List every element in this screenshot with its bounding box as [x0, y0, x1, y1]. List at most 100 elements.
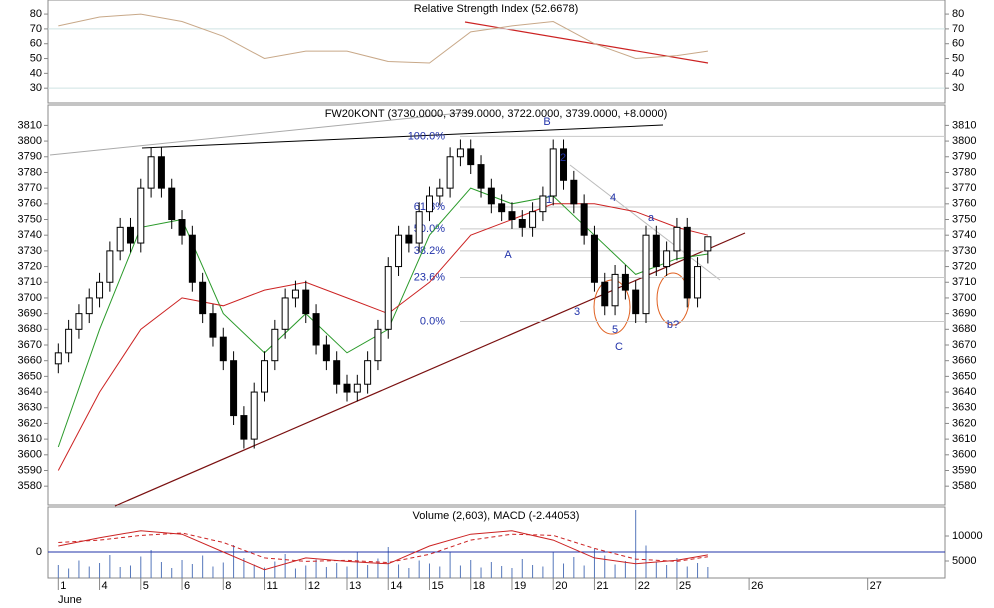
panel-title: FW20KONT (3730.0000, 3739.0000, 3722.000… — [325, 108, 668, 120]
candle-body — [364, 360, 372, 385]
candle-body — [549, 148, 557, 197]
trendline — [141, 124, 664, 149]
y-tick-label: 3590 — [952, 464, 976, 476]
x-tick-label: 18 — [473, 580, 485, 592]
x-tick-label: 26 — [751, 580, 763, 592]
y-tick-label: 40 — [952, 67, 964, 79]
candle-body — [322, 344, 330, 362]
y-tick-label: 3810 — [18, 119, 42, 131]
macd-line — [58, 532, 708, 564]
wave-label: 4 — [610, 192, 616, 204]
candle-body — [570, 179, 578, 205]
y-tick-label: 3760 — [18, 198, 42, 210]
y-tick-label: 3770 — [18, 182, 42, 194]
y-tick-label: 3580 — [18, 480, 42, 492]
wave-label: b? — [667, 319, 679, 331]
x-tick-label: 15 — [431, 580, 443, 592]
y-tick-label: 3740 — [952, 229, 976, 241]
x-tick-label: 1 — [60, 580, 66, 592]
candle-body — [663, 250, 671, 268]
candle-body — [436, 187, 444, 197]
y-tick-label: 30 — [30, 82, 42, 94]
candle-body — [75, 313, 83, 330]
y-tick-label: 3680 — [952, 323, 976, 335]
price-panel — [47, 104, 946, 506]
candle-body — [250, 391, 258, 440]
candle-body — [477, 164, 485, 189]
y-tick-label: 70 — [30, 23, 42, 35]
candle-body — [580, 203, 588, 236]
candle-body — [137, 187, 145, 244]
y-tick-label: 3710 — [18, 276, 42, 288]
wave-label: a — [648, 212, 655, 224]
y-tick-label: 3590 — [18, 464, 42, 476]
candle-body — [178, 219, 186, 236]
candle-body — [529, 211, 537, 228]
candle-body — [302, 289, 310, 315]
x-tick-label: 12 — [308, 580, 320, 592]
x-tick-label: 13 — [349, 580, 361, 592]
highlight-ellipse — [656, 272, 690, 326]
wave-label: 1 — [546, 194, 552, 206]
candle-body — [281, 297, 289, 330]
candle-body — [353, 383, 361, 393]
y-tick-label: 3580 — [952, 480, 976, 492]
y-tick-label: 40 — [30, 67, 42, 79]
y-tick-label: 3640 — [18, 386, 42, 398]
candle-body — [157, 156, 165, 189]
y-tick-label: 3700 — [952, 292, 976, 304]
candle-body — [621, 273, 629, 291]
x-tick-label: 22 — [638, 580, 650, 592]
candle-body — [343, 383, 351, 393]
y-tick-label: 3750 — [18, 213, 42, 225]
candle-body — [405, 234, 413, 244]
y-tick-label: 3690 — [18, 308, 42, 320]
x-tick-label: 27 — [870, 580, 882, 592]
candle-body — [590, 234, 598, 283]
candle-body — [518, 219, 526, 228]
fib-label: 100.0% — [408, 130, 446, 142]
candle-body — [291, 289, 299, 299]
candle-body — [415, 211, 423, 244]
y-tick-label: 50 — [952, 52, 964, 64]
y-tick-label: 30 — [952, 82, 964, 94]
panel-title: Relative Strength Index (52.6678) — [414, 3, 579, 15]
y-tick-label: 80 — [30, 8, 42, 20]
y-tick-label: 3610 — [18, 433, 42, 445]
y-tick-label: 3600 — [952, 449, 976, 461]
rsi-line — [58, 13, 708, 64]
candle-body — [106, 250, 114, 283]
candle-body — [96, 281, 104, 299]
candle-body — [683, 226, 691, 299]
x-tick-label: 8 — [225, 580, 231, 592]
x-tick-label: 14 — [390, 580, 402, 592]
wave-label: 3 — [574, 306, 580, 318]
y-tick-label: 3600 — [18, 449, 42, 461]
x-tick-label: 5 — [143, 580, 149, 592]
y-tick-label: 5000 — [952, 555, 976, 567]
candle-body — [219, 336, 227, 362]
y-tick-label: 3710 — [952, 276, 976, 288]
candle-body — [312, 313, 320, 346]
wave-label: B — [543, 116, 550, 128]
y-tick-label: 3630 — [952, 402, 976, 414]
macd-line — [58, 530, 708, 571]
y-tick-label: 3730 — [18, 245, 42, 257]
candle-body — [168, 187, 176, 221]
y-tick-label: 3610 — [952, 433, 976, 445]
candle-body — [539, 195, 547, 213]
x-tick-label: 21 — [596, 580, 608, 592]
candle-body — [673, 226, 681, 252]
candle-body — [642, 234, 650, 315]
y-tick-label: 3750 — [952, 213, 976, 225]
y-tick-label: 3690 — [952, 308, 976, 320]
wave-label: 5 — [612, 324, 618, 336]
y-tick-label: 3620 — [952, 417, 976, 429]
y-tick-label: 60 — [30, 38, 42, 50]
y-tick-label: 50 — [30, 52, 42, 64]
trendline — [49, 111, 471, 156]
candle-body — [611, 273, 619, 307]
candle-body — [601, 281, 609, 307]
y-tick-label: 70 — [952, 23, 964, 35]
month-label: June — [58, 594, 82, 606]
